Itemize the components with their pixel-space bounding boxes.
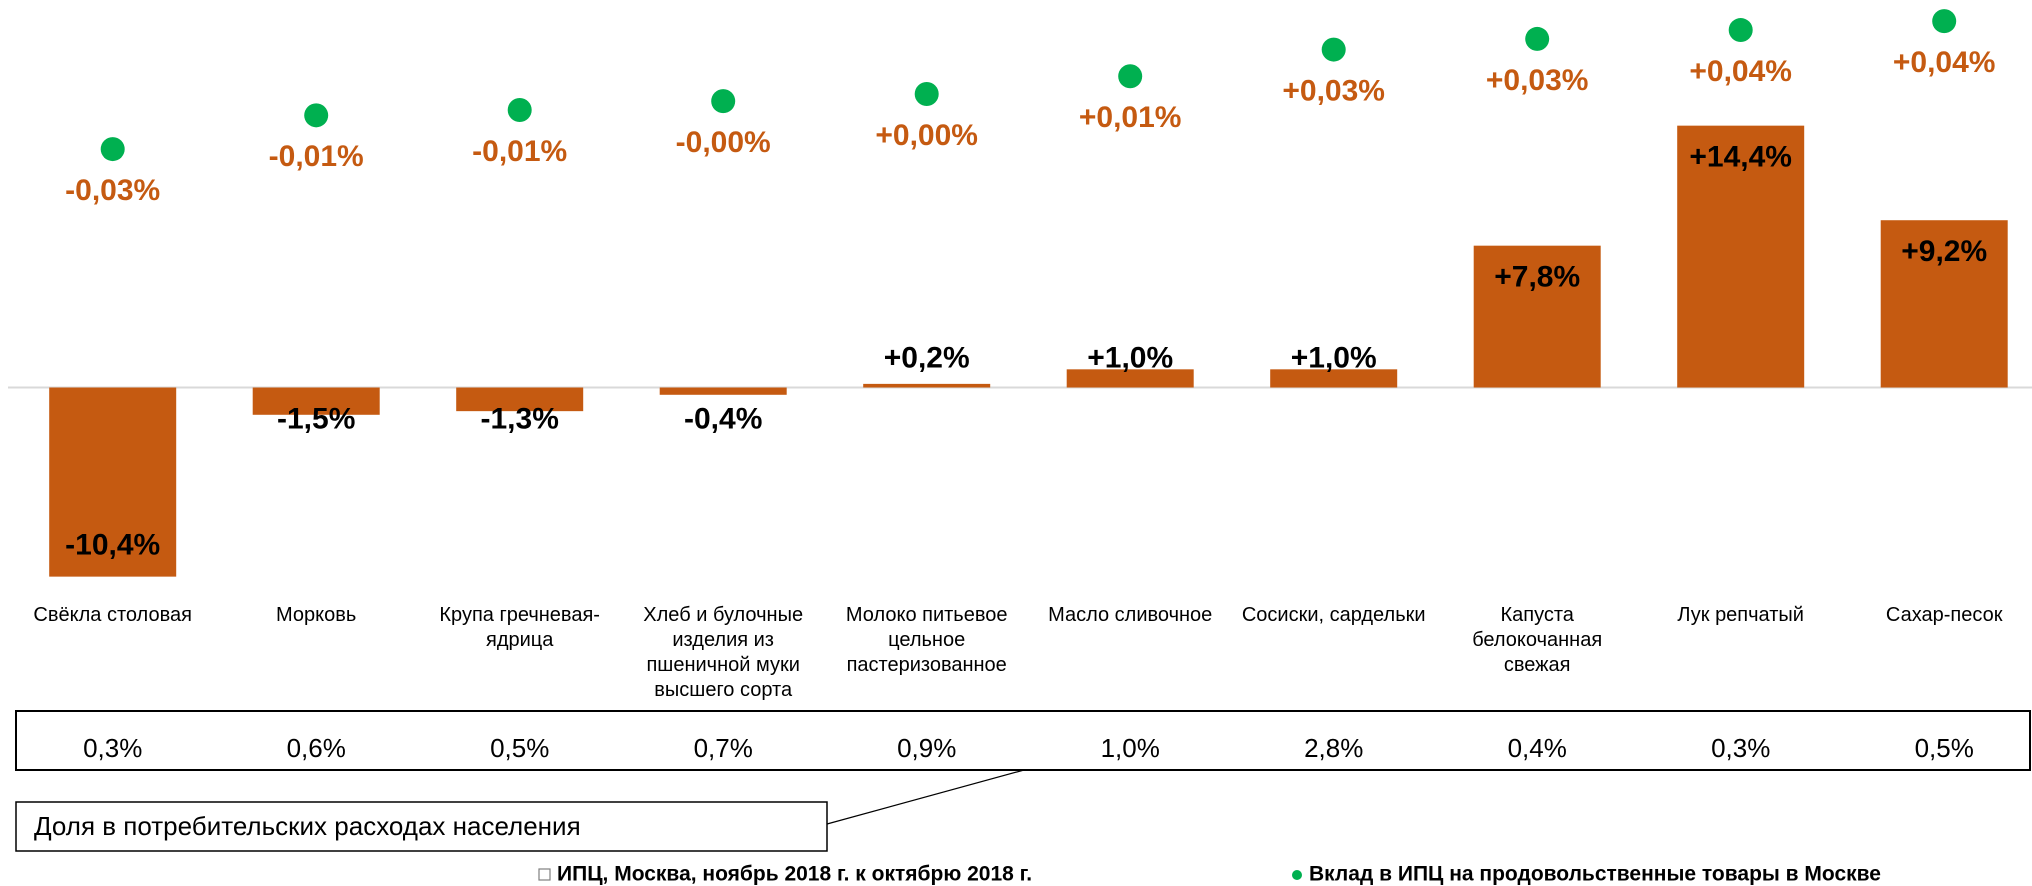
bar-value-label: +14,4%: [1689, 141, 1792, 174]
category-label: Лук репчатый: [1677, 604, 1804, 626]
dot-value-label: -0,01%: [472, 135, 567, 168]
bar-value-label: -0,4%: [684, 402, 762, 435]
category-label: Сосиски, сардельки: [1241, 604, 1426, 626]
share-value: 0,6%: [287, 733, 346, 763]
bar-value-label: +1,0%: [1087, 341, 1173, 374]
category-label: Капуста белокочанная свежая: [1472, 604, 1603, 676]
category-label: Крупа гречневая-ядрица: [439, 604, 600, 651]
share-value: 0,5%: [1915, 733, 1974, 763]
category-label: Масло сливочное: [1048, 604, 1213, 626]
dot-value-label: -0,00%: [676, 126, 771, 159]
callout-box: [15, 801, 828, 852]
dot-value-label: +0,03%: [1486, 64, 1589, 97]
dot-value-label: +0,00%: [875, 119, 978, 152]
category-label: Сахар-песок: [1885, 604, 2003, 626]
bar-value-label: -1,3%: [481, 402, 559, 435]
bar-value-label: +7,8%: [1494, 261, 1580, 294]
bar: [252, 387, 380, 415]
bar: [1066, 369, 1194, 388]
bar-value-label: +0,2%: [884, 341, 970, 374]
legend-marker: [538, 868, 551, 881]
bar-value-label: +1,0%: [1291, 341, 1377, 374]
share-value: 0,4%: [1508, 733, 1567, 763]
callout-line: [826, 769, 1025, 825]
bar-value-label: +9,2%: [1901, 235, 1987, 268]
share-value: 0,3%: [1711, 733, 1770, 763]
share-value: 0,5%: [490, 733, 549, 763]
callout-text: Доля в потребительских расходах населени…: [34, 811, 581, 841]
dot: [1118, 64, 1143, 89]
legend-label: ИПЦ, Москва, ноябрь 2018 г. к октябрю 20…: [557, 863, 1032, 886]
dot-value-label: +0,04%: [1689, 55, 1792, 88]
share-value: 0,7%: [694, 733, 753, 763]
share-value: 0,9%: [897, 733, 956, 763]
dot: [1321, 37, 1346, 62]
bar: [456, 387, 584, 412]
dot-value-label: +0,03%: [1282, 74, 1385, 107]
bar: [1677, 125, 1805, 388]
bar: [1473, 245, 1601, 388]
bar: [1270, 369, 1398, 388]
share-value: 1,0%: [1101, 733, 1160, 763]
dot-value-label: +0,04%: [1893, 46, 1996, 79]
dot-value-label: -0,01%: [269, 140, 364, 173]
bar: [659, 387, 787, 395]
legend-label: Вклад в ИПЦ на продовольственные товары …: [1309, 863, 1881, 886]
dot-value-label: -0,03%: [65, 174, 160, 207]
dot: [1932, 9, 1957, 34]
dot: [711, 89, 736, 114]
category-label: Морковь: [276, 604, 357, 626]
dot: [304, 103, 329, 128]
bar: [863, 383, 991, 388]
dot: [100, 137, 125, 162]
dot-value-label: +0,01%: [1079, 101, 1182, 134]
bar: [49, 387, 177, 577]
dot: [507, 97, 532, 122]
bar-value-label: -1,5%: [277, 402, 355, 435]
bar: [1880, 220, 2008, 388]
share-value: 0,3%: [83, 733, 142, 763]
category-label: Молоко питьевое цельное пастеризованное: [845, 604, 1008, 676]
dot: [1525, 26, 1550, 51]
bar-value-label: -10,4%: [65, 529, 160, 562]
category-label: Хлеб и булочные изделия из пшеничной мук…: [643, 604, 804, 701]
category-label: Свёкла столовая: [33, 604, 192, 626]
legend-marker: [1292, 870, 1302, 880]
dot: [914, 81, 939, 106]
dot: [1728, 18, 1753, 43]
share-value: 2,8%: [1304, 733, 1363, 763]
